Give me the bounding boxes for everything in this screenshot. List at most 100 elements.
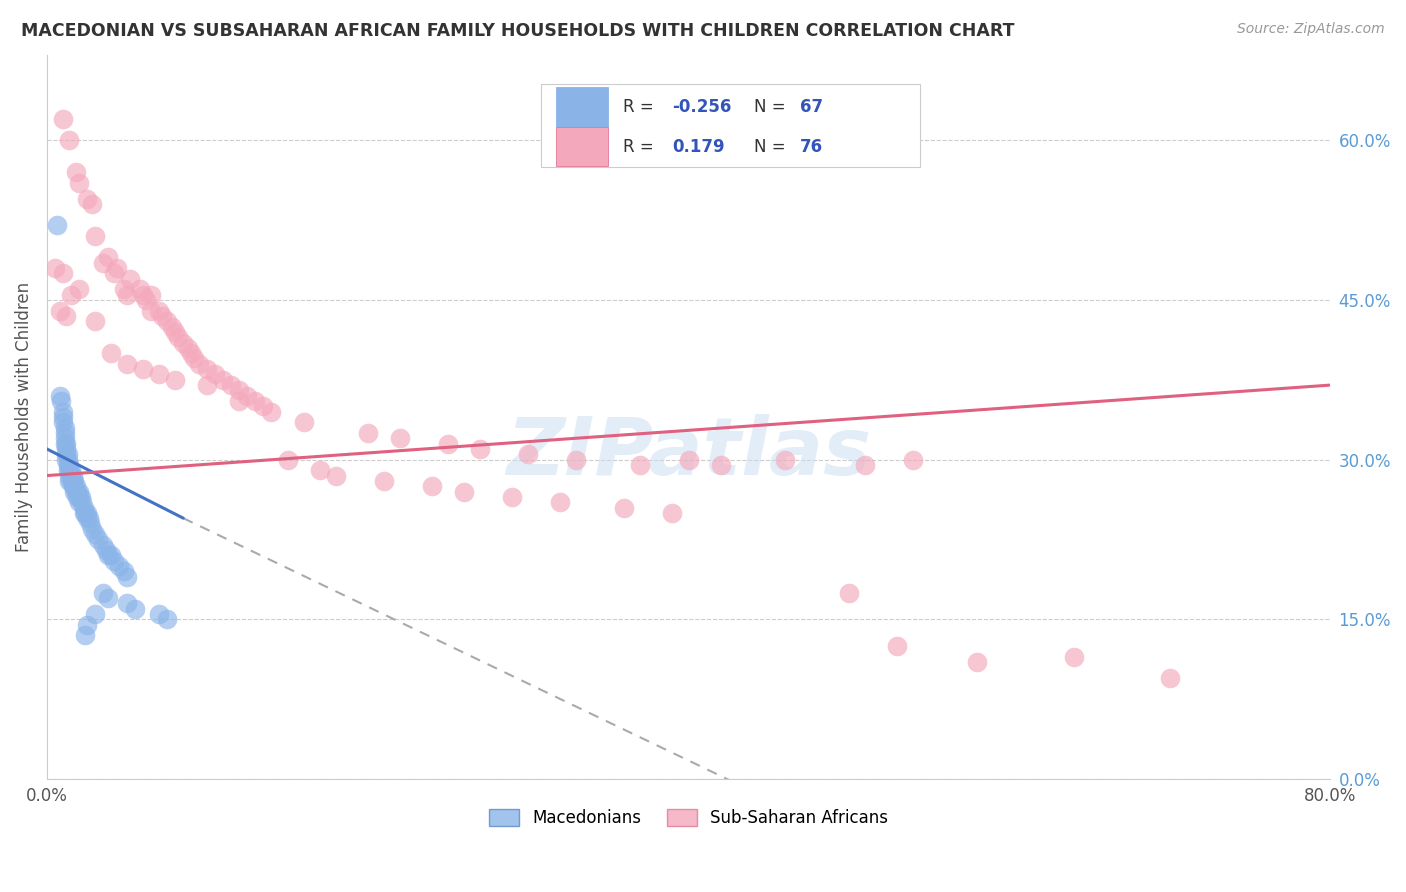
Point: [75, 506, 97, 520]
Point: [56, 447, 79, 461]
Point: [84, 607, 107, 621]
Point: [195, 362, 218, 376]
Point: [55, 309, 77, 323]
Point: [167, 330, 190, 344]
Point: [76, 511, 98, 525]
Point: [115, 287, 138, 301]
Point: [52, 112, 75, 126]
Point: [52, 266, 75, 280]
Point: [63, 484, 86, 499]
Point: [80, 522, 103, 536]
Point: [58, 458, 80, 472]
Point: [55, 447, 77, 461]
Point: [77, 511, 100, 525]
Point: [55, 452, 77, 467]
FancyBboxPatch shape: [557, 127, 607, 167]
Point: [87, 533, 110, 547]
Point: [148, 303, 170, 318]
Point: [180, 346, 202, 360]
Point: [141, 287, 163, 301]
Point: [453, 484, 475, 499]
Point: [135, 293, 157, 307]
Point: [245, 394, 267, 409]
Point: [276, 452, 298, 467]
Point: [65, 165, 87, 179]
Point: [97, 591, 120, 605]
Point: [108, 559, 131, 574]
Point: [63, 479, 86, 493]
Point: [565, 452, 588, 467]
Point: [357, 425, 380, 440]
Point: [124, 601, 146, 615]
Text: N =: N =: [754, 137, 790, 155]
Text: 67: 67: [800, 98, 824, 116]
Point: [100, 549, 122, 563]
Point: [236, 389, 259, 403]
Point: [188, 357, 211, 371]
Point: [204, 368, 226, 382]
Point: [55, 442, 77, 456]
Point: [252, 400, 274, 414]
Point: [62, 479, 84, 493]
Point: [195, 378, 218, 392]
Point: [76, 617, 98, 632]
Point: [1063, 649, 1085, 664]
Point: [79, 516, 101, 531]
Point: [150, 309, 173, 323]
Point: [67, 495, 90, 509]
Point: [84, 314, 107, 328]
Point: [115, 596, 138, 610]
Point: [58, 133, 80, 147]
Text: N =: N =: [754, 98, 790, 116]
Point: [148, 368, 170, 382]
Point: [156, 612, 179, 626]
Point: [112, 282, 135, 296]
Point: [221, 378, 243, 392]
Point: [53, 420, 76, 434]
Point: [853, 458, 876, 472]
Point: [172, 335, 194, 350]
Point: [67, 490, 90, 504]
Point: [51, 394, 73, 409]
Text: 76: 76: [800, 137, 824, 155]
Point: [53, 436, 76, 450]
Text: ZIPatlas: ZIPatlas: [506, 414, 872, 492]
Point: [183, 351, 205, 366]
Point: [65, 484, 87, 499]
Point: [548, 495, 571, 509]
Point: [66, 484, 89, 499]
Point: [628, 458, 651, 472]
Point: [45, 219, 67, 233]
Point: [67, 176, 90, 190]
Point: [165, 325, 187, 339]
Point: [69, 490, 91, 504]
Point: [53, 431, 76, 445]
Point: [613, 500, 636, 515]
Point: [48, 389, 70, 403]
Point: [66, 490, 89, 504]
Point: [107, 260, 129, 275]
Point: [901, 452, 924, 467]
Text: R =: R =: [623, 137, 659, 155]
Text: Source: ZipAtlas.com: Source: ZipAtlas.com: [1237, 22, 1385, 37]
Point: [67, 282, 90, 296]
Point: [260, 405, 283, 419]
Point: [103, 266, 125, 280]
Legend: Macedonians, Sub-Saharan Africans: Macedonians, Sub-Saharan Africans: [481, 801, 896, 836]
Point: [165, 373, 187, 387]
Point: [53, 425, 76, 440]
Point: [67, 484, 90, 499]
Point: [212, 373, 235, 387]
Point: [112, 565, 135, 579]
Point: [468, 442, 491, 456]
Point: [58, 468, 80, 483]
Point: [59, 474, 82, 488]
Point: [773, 452, 796, 467]
Y-axis label: Family Households with Children: Family Households with Children: [15, 282, 32, 552]
Point: [62, 474, 84, 488]
Point: [96, 543, 118, 558]
Text: MACEDONIAN VS SUBSAHARAN AFRICAN FAMILY HOUSEHOLDS WITH CHILDREN CORRELATION CHA: MACEDONIAN VS SUBSAHARAN AFRICAN FAMILY …: [21, 22, 1015, 40]
Point: [120, 271, 142, 285]
Text: R =: R =: [623, 98, 659, 116]
Point: [308, 463, 330, 477]
